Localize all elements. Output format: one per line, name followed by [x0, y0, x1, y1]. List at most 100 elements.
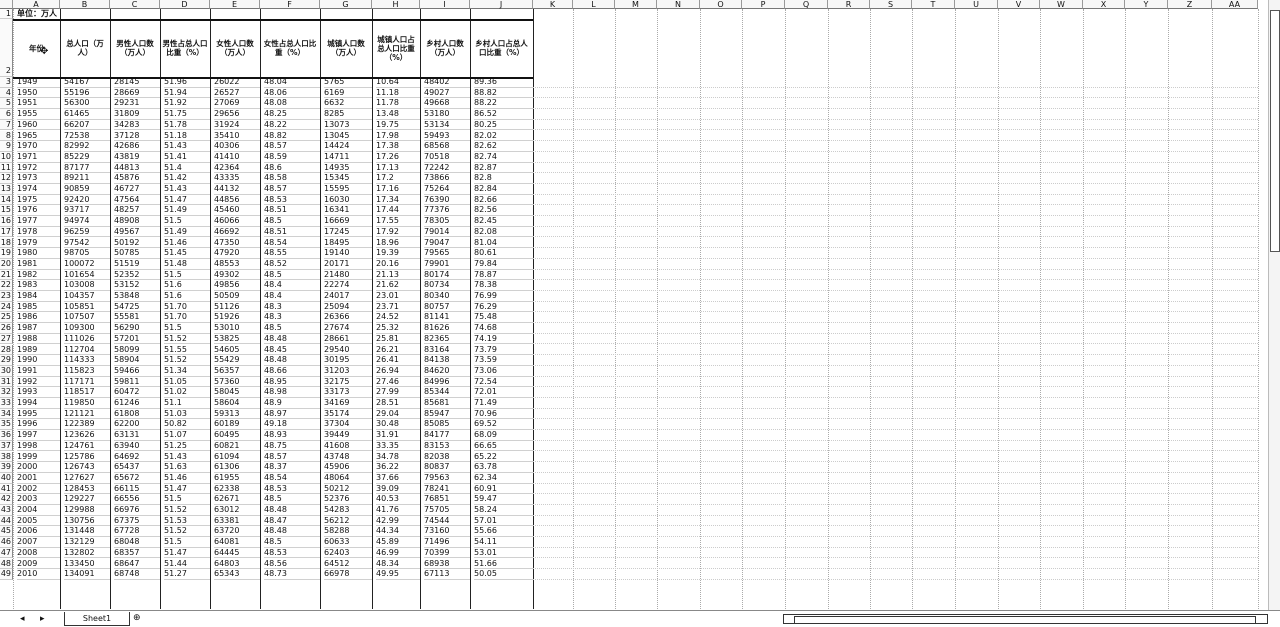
table-cell[interactable]: 1974: [17, 184, 60, 195]
table-cell[interactable]: 21.13: [376, 270, 420, 281]
table-cell[interactable]: 73.79: [474, 345, 533, 356]
table-cell[interactable]: 51.05: [164, 377, 210, 388]
header-cell-f[interactable]: 女性占总人口比重（%）: [263, 39, 317, 57]
empty-row-area[interactable]: [533, 141, 1258, 152]
table-cell[interactable]: 64081: [214, 537, 260, 548]
row-header-48[interactable]: 48: [0, 558, 13, 570]
table-cell[interactable]: 70.96: [474, 409, 533, 420]
row-header-8[interactable]: 8: [0, 130, 13, 142]
table-cell[interactable]: 131448: [64, 526, 110, 538]
table-cell[interactable]: 13.48: [376, 109, 420, 120]
table-cell[interactable]: 103008: [64, 280, 110, 291]
table-cell[interactable]: 71496: [424, 537, 470, 548]
table-cell[interactable]: 68938: [424, 559, 470, 570]
table-cell[interactable]: 26.41: [376, 355, 420, 366]
table-cell[interactable]: 1960: [17, 120, 60, 131]
empty-row-area[interactable]: [533, 131, 1258, 142]
table-cell[interactable]: 51.96: [164, 77, 210, 88]
table-cell[interactable]: 2008: [17, 548, 60, 559]
table-cell[interactable]: 75.48: [474, 312, 533, 324]
empty-row-area[interactable]: [533, 227, 1258, 238]
header-cell-h[interactable]: 城镇人口占总人口比重（%）: [377, 34, 415, 62]
table-cell[interactable]: 48908: [114, 216, 160, 227]
table-cell[interactable]: 48.34: [376, 559, 420, 570]
table-cell[interactable]: 1994: [17, 398, 60, 409]
table-cell[interactable]: 31.91: [376, 430, 420, 441]
table-cell[interactable]: 10.64: [376, 77, 420, 88]
table-cell[interactable]: 78.38: [474, 280, 533, 291]
row-header-46[interactable]: 46: [0, 537, 13, 548]
table-cell[interactable]: 51126: [214, 302, 260, 313]
table-cell[interactable]: 123626: [64, 430, 110, 441]
table-cell[interactable]: 53180: [424, 109, 470, 120]
row-header-40[interactable]: 40: [0, 472, 13, 484]
table-cell[interactable]: 1985: [17, 302, 60, 313]
table-cell[interactable]: 56300: [64, 98, 110, 110]
table-cell[interactable]: 56290: [114, 323, 160, 334]
table-cell[interactable]: 47350: [214, 238, 260, 249]
table-cell[interactable]: 53.01: [474, 548, 533, 559]
table-cell[interactable]: 51.6: [164, 280, 210, 291]
header-cell-a[interactable]: 年份: [29, 43, 44, 53]
table-cell[interactable]: 26022: [214, 77, 260, 88]
table-cell[interactable]: 2000: [17, 462, 60, 473]
table-cell[interactable]: 47920: [214, 248, 260, 259]
unit-note[interactable]: 单位：万人: [17, 9, 57, 18]
table-cell[interactable]: 105851: [64, 302, 110, 313]
table-cell[interactable]: 2004: [17, 505, 60, 516]
empty-row-area[interactable]: [533, 473, 1258, 484]
table-cell[interactable]: 61094: [214, 452, 260, 463]
table-cell[interactable]: 31809: [114, 109, 160, 120]
table-cell[interactable]: 72538: [64, 131, 110, 142]
table-cell[interactable]: 48553: [214, 259, 260, 270]
column-header-d[interactable]: D: [160, 0, 210, 9]
table-cell[interactable]: 73160: [424, 526, 470, 538]
column-header-h[interactable]: H: [372, 0, 420, 9]
table-cell[interactable]: 15345: [324, 173, 372, 184]
empty-row-area[interactable]: [533, 270, 1258, 281]
empty-row-area[interactable]: [533, 163, 1258, 174]
table-cell[interactable]: 73866: [424, 173, 470, 184]
table-cell[interactable]: 59466: [114, 366, 160, 377]
table-cell[interactable]: 48.5: [264, 216, 320, 227]
table-cell[interactable]: 44856: [214, 195, 260, 206]
table-cell[interactable]: 19.75: [376, 120, 420, 131]
table-cell[interactable]: 58604: [214, 398, 260, 409]
table-cell[interactable]: 2010: [17, 569, 60, 580]
table-cell[interactable]: 51.52: [164, 355, 210, 366]
table-cell[interactable]: 1979: [17, 238, 60, 249]
table-cell[interactable]: 84620: [424, 366, 470, 377]
empty-row-area[interactable]: [533, 548, 1258, 559]
row-header-16[interactable]: 16: [0, 216, 13, 227]
table-cell[interactable]: 25.32: [376, 323, 420, 334]
table-cell[interactable]: 17.16: [376, 184, 420, 195]
table-cell[interactable]: 48.53: [264, 195, 320, 206]
table-cell[interactable]: 51.4: [164, 163, 210, 174]
table-cell[interactable]: 57360: [214, 377, 260, 388]
table-cell[interactable]: 17.92: [376, 227, 420, 238]
table-cell[interactable]: 27069: [214, 98, 260, 110]
table-cell[interactable]: 1971: [17, 152, 60, 163]
table-cell[interactable]: 83164: [424, 345, 470, 356]
header-cell-e[interactable]: 女性人口数（万人）: [216, 39, 254, 57]
empty-row-area[interactable]: [533, 184, 1258, 195]
table-cell[interactable]: 65343: [214, 569, 260, 580]
row-header-24[interactable]: 24: [0, 301, 13, 313]
table-cell[interactable]: 60633: [324, 537, 372, 548]
table-cell[interactable]: 8285: [324, 109, 372, 120]
table-cell[interactable]: 74.68: [474, 323, 533, 334]
table-cell[interactable]: 46692: [214, 227, 260, 238]
table-cell[interactable]: 28669: [114, 88, 160, 99]
table-cell[interactable]: 80340: [424, 291, 470, 302]
table-cell[interactable]: 48.25: [264, 109, 320, 120]
table-cell[interactable]: 28.51: [376, 398, 420, 409]
empty-row-area[interactable]: [533, 259, 1258, 270]
table-cell[interactable]: 48.93: [264, 430, 320, 441]
table-cell[interactable]: 132129: [64, 537, 110, 548]
table-cell[interactable]: 49302: [214, 270, 260, 281]
table-cell[interactable]: 23.71: [376, 302, 420, 313]
table-cell[interactable]: 61808: [114, 409, 160, 420]
table-cell[interactable]: 85681: [424, 398, 470, 409]
table-cell[interactable]: 36.22: [376, 462, 420, 473]
table-cell[interactable]: 83153: [424, 441, 470, 452]
